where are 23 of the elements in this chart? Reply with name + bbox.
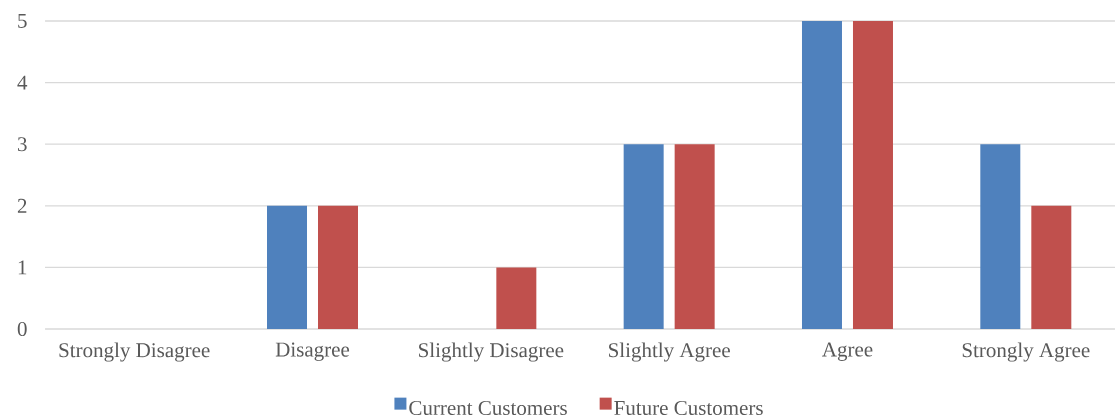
y-tick-label: 2	[17, 198, 27, 213]
x-tick-label: Slightly Disagree	[419, 342, 564, 362]
bar	[623, 144, 664, 329]
y-tick-label: 3	[17, 137, 27, 152]
bar	[801, 20, 842, 329]
y-tick-label: 0	[17, 321, 27, 337]
bar	[1031, 205, 1072, 329]
legend-label: Current Customers	[409, 400, 567, 416]
bar	[496, 267, 537, 329]
bar	[267, 205, 308, 329]
x-tick-label: Disagree	[275, 342, 350, 361]
bar	[674, 144, 715, 329]
x-tick-label: Agree	[822, 342, 873, 361]
y-tick-label: 4	[17, 75, 28, 90]
x-tick-label: Slightly Agree	[609, 342, 730, 362]
y-tick-label: 5	[18, 14, 27, 28]
bar	[980, 144, 1021, 329]
y-tick-label: 1	[18, 260, 27, 275]
x-tick-label: Strongly Agree	[962, 342, 1090, 362]
x-tick-label: Strongly Disagree	[59, 342, 210, 362]
legend-label: Future Customers	[614, 400, 763, 416]
bar	[318, 205, 358, 329]
bar	[852, 20, 893, 329]
